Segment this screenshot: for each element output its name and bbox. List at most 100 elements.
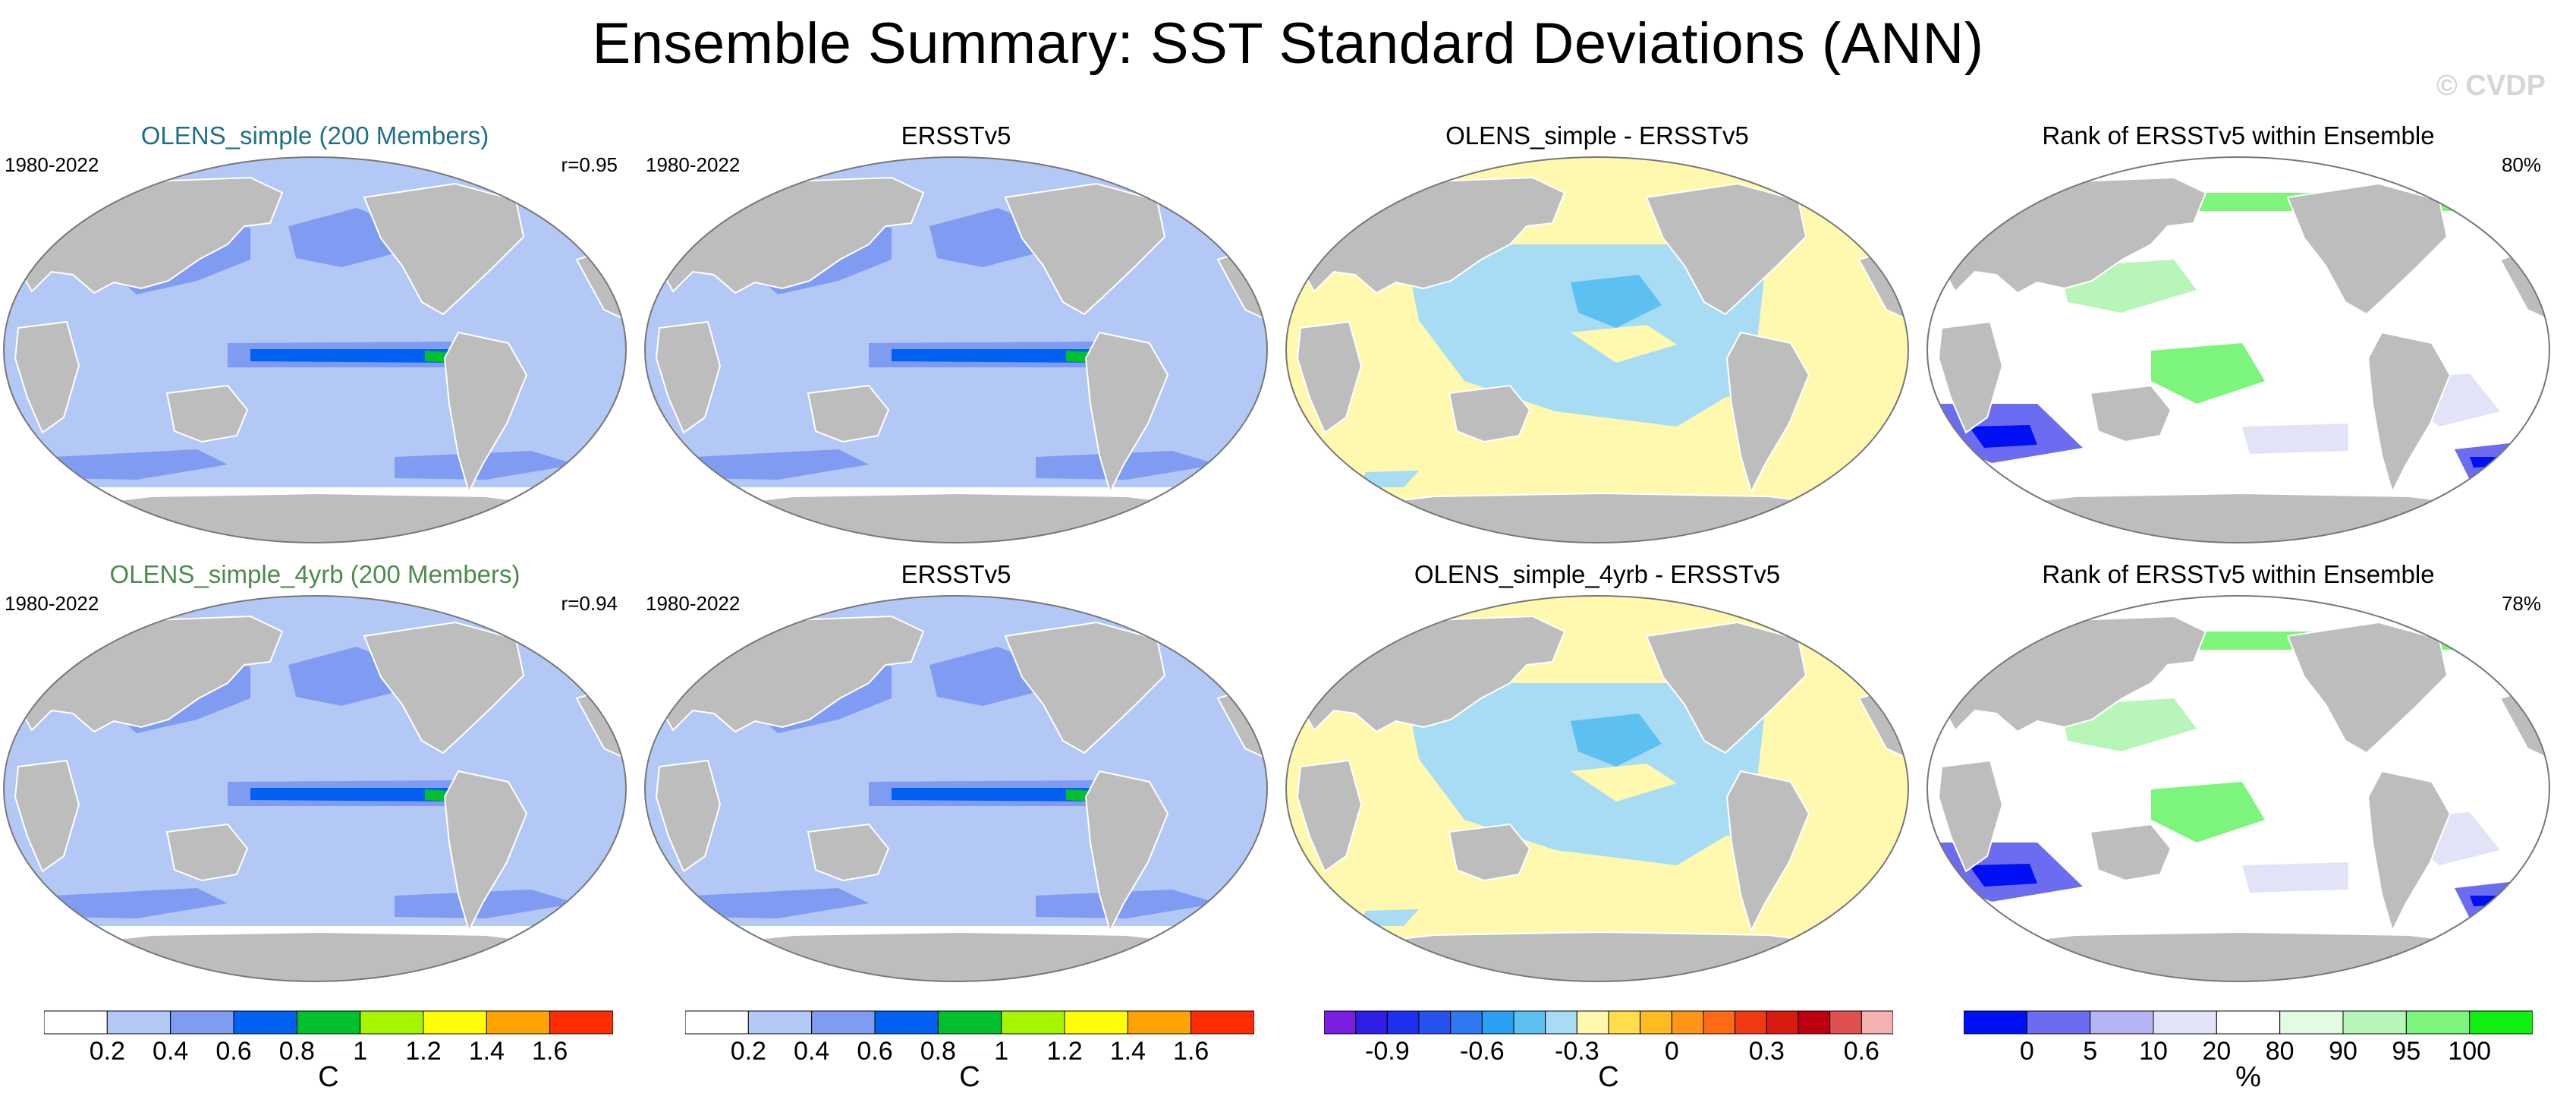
map-boundary (644, 156, 1268, 543)
anomaly-region (892, 788, 1118, 802)
map-boundary (644, 595, 1268, 982)
panel-erssst-1: ERSSTv5 1980-2022 (641, 121, 1271, 546)
colorbar-swatch (233, 1010, 297, 1035)
panel-diff-2: OLENS_simple_4yrb - ERSSTv5 (1282, 560, 1912, 985)
colorbar-swatch (2216, 1010, 2281, 1035)
anomaly-region (2151, 782, 2265, 843)
land-mass (443, 770, 528, 933)
colorbar-swatch (1766, 1010, 1799, 1035)
anomaly-region (1571, 764, 1677, 802)
colorbar-swatch (2026, 1010, 2091, 1035)
land-mass (443, 331, 528, 494)
anomaly-region (2242, 424, 2348, 454)
panel-title: OLENS_simple_4yrb (200 Members) (109, 560, 521, 588)
map-field (1927, 157, 2549, 543)
colorbar-swatch (1481, 1010, 1514, 1035)
colorbar-swatch (2279, 1010, 2344, 1035)
sst-std-map (3, 156, 627, 543)
sst-std-map (644, 595, 1268, 982)
anomaly-region (2242, 862, 2348, 893)
map-field (645, 596, 1267, 981)
panel-title: OLENS_simple (200 Members) (140, 121, 489, 150)
panel-pattern-correlation: r=0.94 (561, 592, 618, 615)
colorbar-tick-label: 100 (2448, 1037, 2491, 1063)
colorbar-tick-label: 0.6 (215, 1037, 251, 1063)
colorbar-swatches: -0.9-0.6-0.300.30.60.9 (1324, 1010, 1893, 1063)
anomaly-region (250, 788, 477, 802)
map-boundary (1285, 595, 1909, 982)
land-mass (1004, 182, 1166, 316)
panel-years: 1980-2022 (5, 153, 99, 176)
colorbar-unit-label: C (1598, 1061, 1619, 1093)
colorbar-swatch (1829, 1010, 1862, 1035)
colorbar-tick-label: 1.2 (1046, 1037, 1082, 1063)
land-mass (669, 931, 1243, 981)
colorbar-tick-label: 1 (353, 1037, 367, 1063)
colorbar-rank: 0 5 10 20 80 90 95 100 % (1964, 1009, 2533, 1093)
colorbar-swatch (2153, 1010, 2217, 1035)
land-mass (1645, 621, 1807, 754)
land-mass (1937, 320, 2004, 434)
colorbar-swatch (44, 1010, 108, 1035)
panel-diff-1: OLENS_simple - ERSSTv5 (1282, 121, 1912, 546)
colorbar-tick-label: 95 (2392, 1037, 2420, 1063)
colorbar-unit-label: C (318, 1061, 339, 1093)
colorbar-swatch (1513, 1010, 1546, 1035)
anomaly-region (1571, 325, 1677, 363)
land-mass (2367, 770, 2452, 933)
land-mass (1725, 770, 1810, 933)
colorbar-tick-label: 90 (2329, 1037, 2357, 1063)
colorbar-tick-label: 1.4 (1110, 1037, 1146, 1063)
colorbar-swatch (937, 1010, 1002, 1035)
panel-years: 1980-2022 (5, 592, 99, 615)
map-field (1286, 157, 1908, 543)
colorbar-swatch (1964, 1010, 2027, 1035)
colorbar-swatch (106, 1010, 171, 1035)
land-mass (1448, 384, 1531, 443)
anomaly-region (694, 888, 869, 918)
anomaly-region (929, 208, 1036, 267)
colorbar-tick-label: 1 (994, 1037, 1008, 1063)
land-mass (1004, 621, 1166, 754)
colorbar-tick-label: -0.3 (1555, 1037, 1599, 1063)
anomaly-region (929, 647, 1036, 706)
land-mass (807, 823, 890, 882)
anomaly-region (288, 208, 395, 267)
map-field (4, 596, 626, 981)
colorbar-sst-2: 0.2 0.4 0.6 0.8 1 1.2 1.4 1.6 C (685, 1009, 1254, 1093)
colorbar-tick-label: 0.6 (857, 1037, 892, 1063)
colorbar-tick-label: 0.3 (1749, 1037, 1785, 1063)
colorbar-tick-label: 1.6 (1173, 1037, 1209, 1063)
colorbar-swatch (170, 1010, 234, 1035)
panel-title: Rank of ERSSTv5 within Ensemble (2042, 560, 2435, 588)
panel-title: Rank of ERSSTv5 within Ensemble (2042, 121, 2435, 150)
colorbar-swatch (1545, 1010, 1577, 1035)
land-mass (1310, 492, 1884, 543)
colorbar-swatch (296, 1010, 361, 1035)
anomaly-region (1692, 814, 1731, 841)
colorbar-swatch (1608, 1010, 1641, 1035)
panel-title: ERSSTv5 (901, 121, 1011, 150)
sst-std-map (644, 156, 1268, 543)
cvdp-watermark: © CVDP (2436, 70, 2546, 102)
land-mass (1084, 770, 1169, 933)
map-field (1927, 596, 2549, 981)
anomaly-region (2470, 896, 2508, 906)
land-mass (2286, 621, 2449, 754)
panel-rank-2: Rank of ERSSTv5 within Ensemble 78% (1923, 560, 2553, 985)
map-field (645, 157, 1267, 543)
colorbar-swatch (2469, 1010, 2533, 1035)
rank-map (1926, 156, 2550, 543)
map-boundary (3, 595, 627, 982)
difference-map (1285, 156, 1909, 543)
colorbar-swatch (1355, 1010, 1388, 1035)
land-mass (655, 320, 722, 434)
panel-olens-simple: OLENS_simple (200 Members) 1980-2022 r=0… (0, 121, 630, 546)
map-boundary (1926, 156, 2550, 543)
panel-olens-simple-4yrb: OLENS_simple_4yrb (200 Members) 1980-202… (0, 560, 630, 985)
rank-map (1926, 595, 2550, 982)
map-boundary (3, 156, 627, 543)
colorbar-sst-1: 0.2 0.4 0.6 0.8 1 1.2 1.4 1.6 C (44, 1009, 613, 1093)
panel-erssst-2: ERSSTv5 1980-2022 (641, 560, 1271, 985)
land-mass (1952, 492, 2525, 543)
